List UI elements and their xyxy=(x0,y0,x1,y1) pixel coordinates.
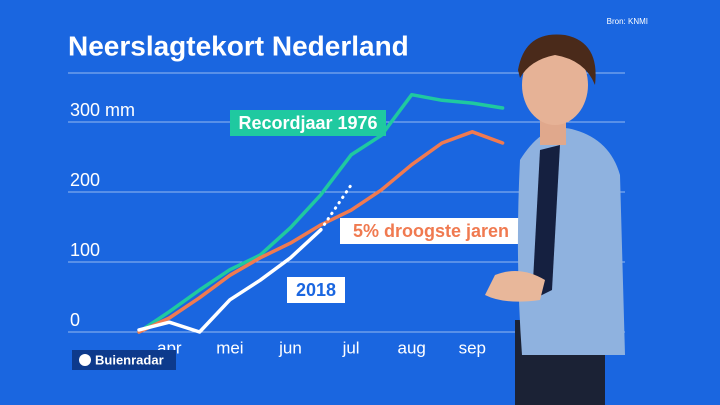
logo: Buienradar xyxy=(95,352,164,367)
jacket xyxy=(517,128,625,355)
series-line xyxy=(137,92,505,334)
hair xyxy=(518,34,596,85)
y-tick-label: 100 xyxy=(70,240,100,260)
x-tick-label: mei xyxy=(216,338,243,357)
x-tick-label: sep xyxy=(459,338,486,357)
series-line xyxy=(137,130,505,334)
legend-box xyxy=(287,277,345,303)
y-tick-label: 200 xyxy=(70,170,100,190)
hands xyxy=(485,271,545,302)
source: Bron: KNMI xyxy=(607,17,648,26)
x-tick-label: jul xyxy=(342,338,360,357)
chart-title: Neerslagtekort Nederland xyxy=(68,30,409,61)
series-line xyxy=(137,228,323,334)
y-tick-label: 300 mm xyxy=(70,100,135,120)
x-tick-label: aug xyxy=(398,338,426,357)
forecast-line xyxy=(319,183,353,232)
logo-box xyxy=(72,350,176,370)
legend-label: 2018 xyxy=(296,280,336,300)
legend-label: Recordjaar 1976 xyxy=(238,113,377,133)
y-tick-label: 0 xyxy=(70,310,80,330)
legend-box xyxy=(340,218,522,244)
x-tick-label: jun xyxy=(278,338,302,357)
logo-icon xyxy=(79,354,91,366)
legend-box xyxy=(230,110,386,136)
legend-label: 5% droogste jaren xyxy=(353,221,509,241)
presenter xyxy=(485,34,625,405)
face xyxy=(522,45,588,125)
shirt xyxy=(532,145,560,300)
